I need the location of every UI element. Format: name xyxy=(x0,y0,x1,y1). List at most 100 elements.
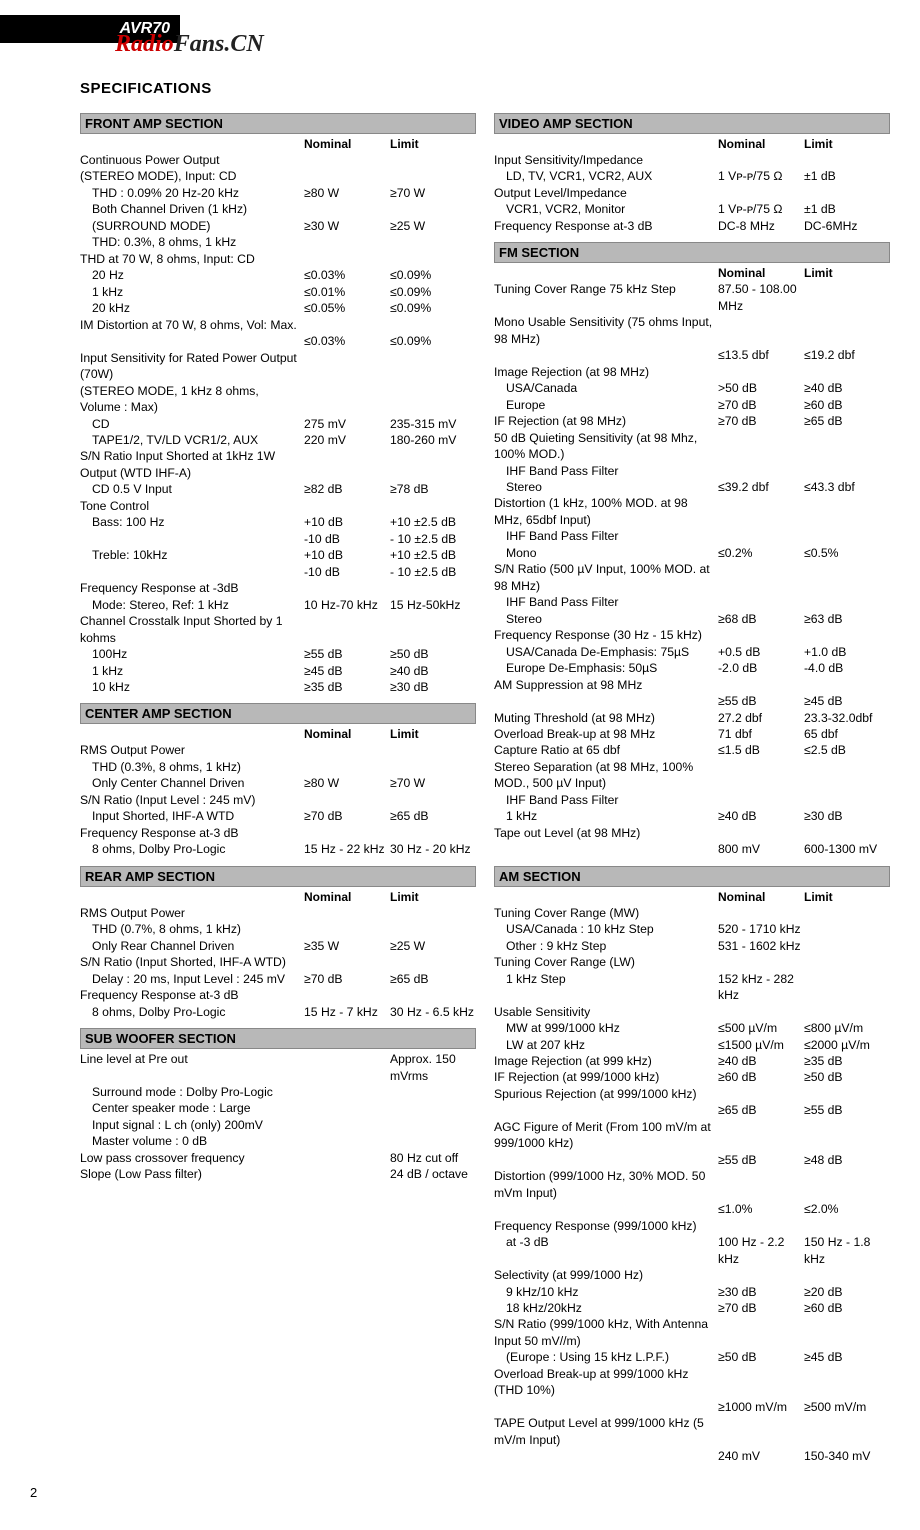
spec-label: Center speaker mode : Large xyxy=(80,1100,304,1116)
spec-label xyxy=(494,347,718,363)
spec-row: LW at 207 kHz≤1500 µV/m≤2000 µV/m xyxy=(494,1037,890,1053)
spec-label: Capture Ratio at 65 dbf xyxy=(494,742,718,758)
spec-row: Tuning Cover Range 75 kHz Step87.50 - 10… xyxy=(494,281,890,314)
spec-nominal: ≤1.5 dB xyxy=(718,742,804,758)
spec-row: 1 kHz≥45 dB≥40 dB xyxy=(80,663,476,679)
spec-nominal: 71 dbf xyxy=(718,726,804,742)
spec-nominal xyxy=(718,463,804,479)
spec-nominal: ≥45 dB xyxy=(304,663,390,679)
spec-row: 50 dB Quieting Sensitivity (at 98 Mhz, 1… xyxy=(494,430,890,463)
spec-row: THD at 70 W, 8 ohms, Input: CD xyxy=(80,251,476,267)
spec-limit xyxy=(804,759,890,792)
spec-limit: - 10 ±2.5 dB xyxy=(390,564,476,580)
spec-row: ≤1.0%≤2.0% xyxy=(494,1201,890,1217)
spec-label: Distortion (1 kHz, 100% MOD. at 98 MHz, … xyxy=(494,495,718,528)
spec-nominal xyxy=(718,594,804,610)
colhead-spacer xyxy=(494,266,718,280)
spec-row: Frequency Response at-3 dBDC-8 MHzDC-6MH… xyxy=(494,218,890,234)
column-heads: NominalLimit xyxy=(494,265,890,281)
spec-nominal: ≤0.05% xyxy=(304,300,390,316)
spec-limit xyxy=(804,938,890,954)
spec-limit xyxy=(804,792,890,808)
spec-label: Treble: 10kHz xyxy=(80,547,304,563)
spec-label: Stereo Separation (at 98 MHz, 100% MOD.,… xyxy=(494,759,718,792)
spec-limit xyxy=(804,1366,890,1399)
spec-nominal xyxy=(718,1119,804,1152)
column-heads: NominalLimit xyxy=(494,136,890,152)
colhead-spacer xyxy=(494,137,718,151)
spec-limit: ≤0.5% xyxy=(804,545,890,561)
spec-label: Tape out Level (at 98 MHz) xyxy=(494,825,718,841)
colhead-limit: Limit xyxy=(390,727,476,741)
spec-nominal: ≥70 dB xyxy=(718,1300,804,1316)
spec-nominal xyxy=(304,1100,390,1116)
spec-label: S/N Ratio (Input Level : 245 mV) xyxy=(80,792,304,808)
spec-nominal xyxy=(718,792,804,808)
section-heading: FRONT AMP SECTION xyxy=(80,113,476,134)
spec-row: Tape out Level (at 98 MHz) xyxy=(494,825,890,841)
spec-row: Image Rejection (at 98 MHz) xyxy=(494,364,890,380)
spec-label: Tuning Cover Range (MW) xyxy=(494,905,718,921)
colhead-limit: Limit xyxy=(390,137,476,151)
spec-label: Selectivity (at 999/1000 Hz) xyxy=(494,1267,718,1283)
spec-nominal: ≤0.01% xyxy=(304,284,390,300)
spec-label: IHF Band Pass Filter xyxy=(494,463,718,479)
spec-limit xyxy=(390,350,476,383)
colhead-nominal: Nominal xyxy=(304,137,390,151)
spec-row: (STEREO MODE, 1 kHz 8 ohms, Volume : Max… xyxy=(80,383,476,416)
spec-label: IF Rejection (at 999/1000 kHz) xyxy=(494,1069,718,1085)
spec-nominal xyxy=(304,168,390,184)
section-heading: REAR AMP SECTION xyxy=(80,866,476,887)
spec-row: Continuous Power Output xyxy=(80,152,476,168)
spec-nominal: ≥40 dB xyxy=(718,1053,804,1069)
spec-nominal xyxy=(304,954,390,970)
section-heading: SUB WOOFER SECTION xyxy=(80,1028,476,1049)
spec-label: Line level at Pre out xyxy=(80,1051,304,1084)
spec-label xyxy=(80,564,304,580)
spec-nominal xyxy=(304,317,390,333)
spec-label: Continuous Power Output xyxy=(80,152,304,168)
spec-limit: 15 Hz-50kHz xyxy=(390,597,476,613)
spec-limit: ≥35 dB xyxy=(804,1053,890,1069)
spec-label: Stereo xyxy=(494,479,718,495)
spec-row: Tone Control xyxy=(80,498,476,514)
spec-label: 8 ohms, Dolby Pro-Logic xyxy=(80,1004,304,1020)
spec-row: Image Rejection (at 999 kHz)≥40 dB≥35 dB xyxy=(494,1053,890,1069)
spec-limit: - 10 ±2.5 dB xyxy=(390,531,476,547)
spec-label: Frequency Response (30 Hz - 15 kHz) xyxy=(494,627,718,643)
spec-label: Frequency Response at-3 dB xyxy=(80,825,304,841)
spec-nominal: +0.5 dB xyxy=(718,644,804,660)
spec-limit xyxy=(804,594,890,610)
spec-nominal xyxy=(718,1004,804,1020)
spec-nominal xyxy=(304,498,390,514)
spec-nominal: ≥70 dB xyxy=(304,808,390,824)
spec-row: Muting Threshold (at 98 MHz)27.2 dbf23.3… xyxy=(494,710,890,726)
spec-nominal xyxy=(718,954,804,970)
watermark-part-a: Radio xyxy=(115,31,174,57)
spec-nominal xyxy=(304,1051,390,1084)
spec-row: Input Shorted, IHF-A WTD≥70 dB≥65 dB xyxy=(80,808,476,824)
spec-row: 20 kHz≤0.05%≤0.09% xyxy=(80,300,476,316)
colhead-nominal: Nominal xyxy=(718,137,804,151)
spec-limit: ≤0.09% xyxy=(390,267,476,283)
spec-label: Mono Usable Sensitivity (75 ohms Input, … xyxy=(494,314,718,347)
spec-nominal xyxy=(718,364,804,380)
spec-label: 1 kHz xyxy=(494,808,718,824)
spec-label: THD at 70 W, 8 ohms, Input: CD xyxy=(80,251,304,267)
spec-nominal: ≤0.03% xyxy=(304,333,390,349)
spec-limit xyxy=(390,987,476,1003)
spec-label: Input signal : L ch (only) 200mV xyxy=(80,1117,304,1133)
spec-row: (Europe : Using 15 kHz L.P.F.)≥50 dB≥45 … xyxy=(494,1349,890,1365)
spec-nominal xyxy=(718,1168,804,1201)
spec-nominal: -10 dB xyxy=(304,564,390,580)
spec-nominal xyxy=(718,430,804,463)
spec-limit xyxy=(390,825,476,841)
spec-limit: ±1 dB xyxy=(804,168,890,184)
spec-nominal xyxy=(304,792,390,808)
spec-nominal xyxy=(718,1415,804,1448)
spec-label: IHF Band Pass Filter xyxy=(494,792,718,808)
spec-row: IHF Band Pass Filter xyxy=(494,463,890,479)
right-column: VIDEO AMP SECTIONNominalLimitInput Sensi… xyxy=(494,105,890,1465)
spec-row: AGC Figure of Merit (From 100 mV/m at 99… xyxy=(494,1119,890,1152)
spec-row: S/N Ratio (Input Shorted, IHF-A WTD) xyxy=(80,954,476,970)
